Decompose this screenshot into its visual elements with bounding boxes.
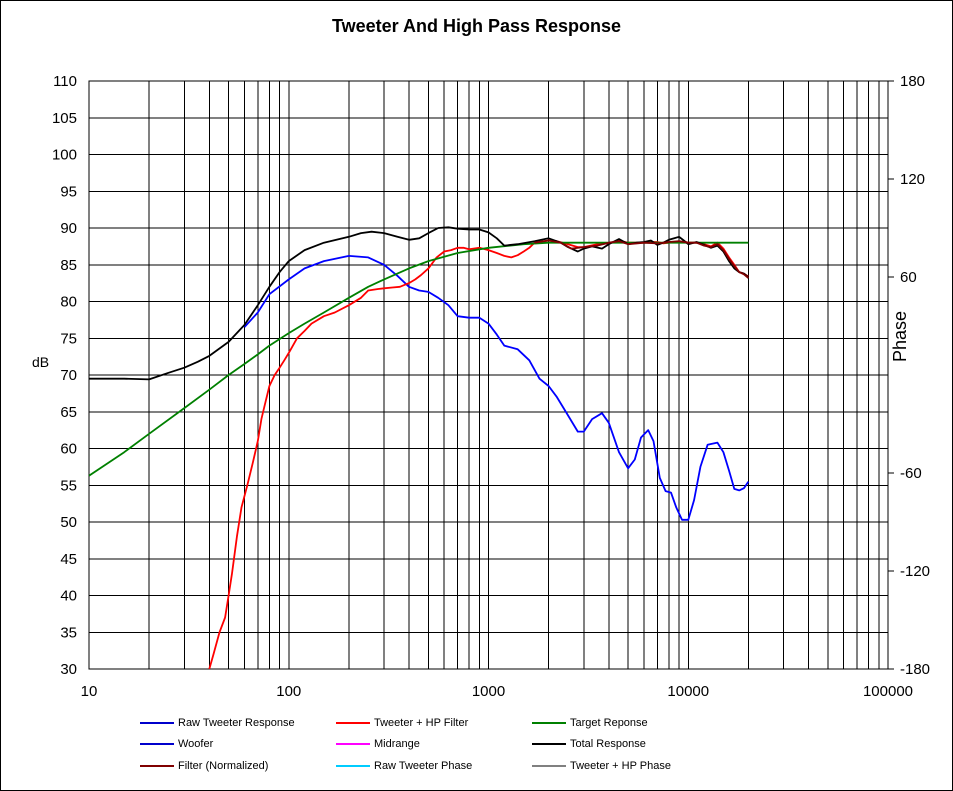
y-tick-label: 70 bbox=[60, 367, 77, 384]
x-tick-label: 10000 bbox=[667, 683, 709, 700]
y2-tick-label: -180 bbox=[900, 661, 930, 678]
x-tick-label: 10 bbox=[81, 683, 98, 700]
y-tick-label: 95 bbox=[60, 183, 77, 200]
y2-tick-label: -60 bbox=[900, 465, 922, 482]
y-tick-label: 105 bbox=[52, 110, 77, 127]
x-tick-label: 100 bbox=[276, 683, 301, 700]
y2-tick-label: -120 bbox=[900, 563, 930, 580]
y-tick-label: 110 bbox=[53, 73, 77, 90]
y-tick-label: 85 bbox=[60, 257, 77, 274]
y-tick-label: 65 bbox=[60, 404, 77, 421]
y2-tick-label: 120 bbox=[900, 171, 925, 188]
y-tick-label: 75 bbox=[60, 330, 77, 347]
y-tick-label: 60 bbox=[60, 441, 77, 458]
legend-item: Total Response bbox=[532, 738, 646, 750]
series-target-reponse bbox=[89, 241, 749, 477]
legend-label: Tweeter + HP Filter bbox=[374, 717, 469, 730]
legend-label: Midrange bbox=[374, 738, 420, 751]
legend-label: Raw Tweeter Phase bbox=[374, 760, 473, 773]
legend-item: Raw Tweeter Response bbox=[140, 717, 295, 729]
legend-label: Target Reponse bbox=[570, 717, 648, 730]
y-tick-label: 45 bbox=[60, 551, 77, 568]
legend-swatch bbox=[336, 743, 370, 746]
y-tick-label: 30 bbox=[60, 661, 77, 678]
legend-item: Filter (Normalized) bbox=[140, 760, 268, 772]
chart-title: Tweeter And High Pass Response bbox=[331, 16, 622, 36]
series-filter-normalized bbox=[534, 239, 749, 279]
legend-item: Target Reponse bbox=[532, 717, 648, 729]
legend-swatch bbox=[532, 722, 566, 725]
y-tick-label: 40 bbox=[60, 588, 77, 605]
y-tick-label: 50 bbox=[60, 514, 77, 531]
x-tick-label: 100000 bbox=[863, 683, 913, 700]
legend-label: Woofer bbox=[178, 738, 214, 751]
legend-label: Tweeter + HP Phase bbox=[570, 760, 671, 773]
legend-label: Total Response bbox=[570, 738, 646, 751]
legend-item: Tweeter + HP Filter bbox=[336, 717, 468, 729]
series-woofer bbox=[243, 255, 750, 521]
y2-tick-label: 60 bbox=[900, 269, 917, 286]
y-tick-label: 100 bbox=[52, 147, 77, 164]
legend-swatch bbox=[532, 743, 566, 746]
y-tick-label: 80 bbox=[60, 294, 77, 311]
legend-item: Raw Tweeter Phase bbox=[336, 760, 472, 772]
legend-item: Midrange bbox=[336, 738, 420, 750]
y2-tick-label: 180 bbox=[900, 73, 925, 90]
y-axis-title: dB bbox=[32, 354, 50, 370]
y-tick-label: 90 bbox=[60, 220, 77, 237]
y-tick-label: 55 bbox=[60, 477, 77, 494]
legend-item: Woofer bbox=[140, 738, 213, 750]
legend-swatch bbox=[532, 765, 566, 768]
legend-label: Raw Tweeter Response bbox=[178, 717, 295, 730]
series-tweeter-hp-filter bbox=[208, 239, 749, 669]
legend: Raw Tweeter Response Tweeter + HP Filter T… bbox=[140, 714, 780, 784]
y-tick-label: 35 bbox=[60, 624, 77, 641]
legend-swatch bbox=[336, 765, 370, 768]
legend-swatch bbox=[336, 722, 370, 725]
legend-item: Tweeter + HP Phase bbox=[532, 760, 671, 772]
legend-swatch bbox=[140, 765, 174, 768]
y2-axis-title: Phase bbox=[890, 310, 910, 362]
x-tick-label: 1000 bbox=[472, 683, 505, 700]
legend-swatch bbox=[140, 743, 174, 746]
legend-swatch bbox=[140, 722, 174, 725]
plot-border bbox=[88, 80, 889, 670]
legend-label: Filter (Normalized) bbox=[178, 760, 269, 773]
series-total-response bbox=[89, 226, 749, 381]
